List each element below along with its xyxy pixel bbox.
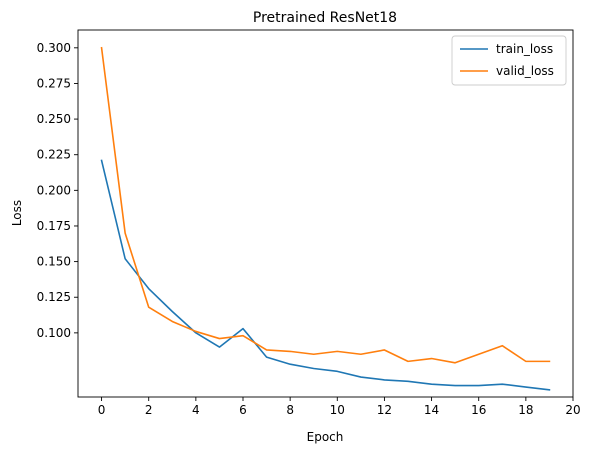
- x-axis-ticks: 0 2 4 6 8 10 12 14 16 18 20: [98, 397, 581, 417]
- y-tick-label: 0.100: [37, 326, 71, 340]
- y-tick-label: 0.200: [37, 183, 71, 197]
- series-line-train-loss: [100, 159, 551, 391]
- y-axis-ticks: 0.100 0.125 0.150 0.175 0.200 0.225 0.250 0.275…: [37, 41, 78, 340]
- plot-area-frame: [77, 29, 574, 398]
- y-tick-label: 0.300: [37, 41, 71, 55]
- x-tick-label: 10: [330, 403, 345, 417]
- y-tick-label: 0.250: [37, 112, 71, 126]
- y-tick-label: 0.275: [37, 76, 71, 90]
- series-line-valid-loss: [100, 46, 551, 364]
- legend-label: train_loss: [496, 42, 553, 56]
- x-tick-label: 14: [424, 403, 439, 417]
- x-tick-label: 6: [239, 403, 247, 417]
- y-tick-label: 0.175: [37, 219, 71, 233]
- x-tick-label: 12: [377, 403, 392, 417]
- x-tick-label: 18: [518, 403, 533, 417]
- x-tick-label: 0: [98, 403, 106, 417]
- legend: train_loss valid_loss: [451, 35, 567, 86]
- y-tick-label: 0.150: [37, 255, 71, 269]
- y-tick-label: 0.225: [37, 148, 71, 162]
- series-layer: [100, 46, 551, 391]
- y-axis-title: Loss: [10, 200, 24, 226]
- x-tick-label: 16: [471, 403, 486, 417]
- x-tick-label: 20: [565, 403, 580, 417]
- x-tick-label: 8: [286, 403, 294, 417]
- chart-title: Pretrained ResNet18: [253, 10, 397, 26]
- x-tick-label: 2: [145, 403, 153, 417]
- legend-label: valid_loss: [496, 64, 554, 78]
- y-tick-label: 0.125: [37, 290, 71, 304]
- x-tick-label: 4: [192, 403, 200, 417]
- x-axis-title: Epoch: [307, 430, 344, 444]
